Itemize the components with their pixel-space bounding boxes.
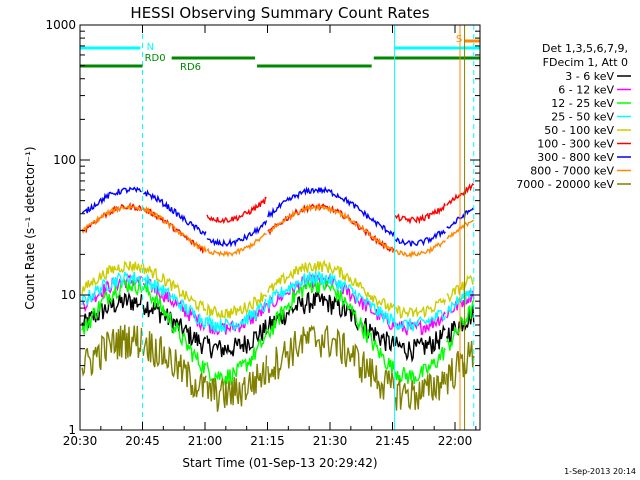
series-line-8	[81, 324, 143, 378]
plot-frame	[79, 24, 481, 431]
series-line-1	[394, 311, 446, 336]
legend-entry-label: 25 - 50 keV	[551, 111, 614, 124]
s-label: S	[456, 34, 462, 45]
series-line-3	[267, 269, 395, 326]
y-tick-label: 100	[53, 153, 76, 167]
series-line-8	[394, 371, 447, 411]
series-line-4	[206, 292, 268, 319]
x-axis-ticks: 20:30 20:45 21:00 21:15 21:30 21:45 22:00	[63, 25, 477, 448]
x-tick-label: 20:30	[63, 434, 98, 448]
x-tick-label: 22:00	[438, 434, 473, 448]
series-line-6	[206, 220, 268, 248]
legend-entry-label: 300 - 800 keV	[537, 151, 614, 164]
y-tick-label: 10	[61, 288, 76, 302]
series-line-7	[81, 203, 142, 235]
series-line-2	[142, 283, 207, 374]
series-line-2	[81, 275, 143, 335]
series-line-0	[81, 291, 143, 330]
series-line-0	[206, 319, 268, 359]
chart-title: HESSI Observing Summary Count Rates	[130, 4, 429, 22]
series-line-6	[267, 185, 395, 238]
n-label: N	[147, 42, 154, 53]
legend-header-line-1: Det 1,3,5,6,7,9,	[542, 42, 628, 55]
series-line-4	[394, 297, 447, 319]
series-line-8	[267, 324, 395, 400]
rd6-label: RD6	[180, 62, 201, 73]
series-line-7	[142, 205, 207, 254]
series-line-7	[394, 240, 446, 259]
legend-entry-label: 6 - 12 keV	[558, 84, 614, 97]
series-line-2	[394, 346, 446, 385]
series-line-7	[267, 203, 395, 253]
legend-entry-label: 800 - 7000 keV	[530, 165, 614, 178]
series-line-3	[81, 271, 142, 307]
series-line-3	[206, 298, 267, 334]
x-tick-label: 21:45	[375, 434, 410, 448]
legend-entry-label: 100 - 300 keV	[537, 138, 614, 151]
legend-entry-label: 7000 - 20000 keV	[516, 178, 614, 191]
series-line-6	[81, 186, 142, 214]
series-line-6	[394, 229, 446, 247]
series-line-0	[394, 324, 446, 363]
series-line-8	[142, 331, 207, 399]
x-tick-label: 21:15	[250, 434, 285, 448]
legend-entry-label: 50 - 100 keV	[544, 124, 614, 137]
y-tick-label: 1000	[45, 18, 76, 32]
series-line-8	[206, 355, 268, 412]
series-line-3	[394, 309, 447, 332]
y-axis-ticks: 1 10 100 1000	[45, 18, 480, 437]
y-axis-label: Count Rate (s⁻¹ detector⁻¹)	[23, 146, 37, 309]
series-line-2	[206, 328, 268, 387]
series-line-5	[206, 196, 267, 225]
series-layer	[81, 182, 475, 412]
timestamp: 1-Sep-2013 20:14	[564, 467, 636, 476]
rd0-label: RD0	[145, 53, 166, 64]
x-tick-label: 21:00	[188, 434, 223, 448]
series-line-3	[142, 273, 207, 329]
series-line-2	[267, 275, 395, 376]
series-line-0	[267, 291, 395, 352]
legend-entry-label: 3 - 6 keV	[565, 70, 614, 83]
series-line-4	[81, 260, 143, 295]
y-tick-label: 1	[68, 423, 76, 437]
legend-entry-label: 12 - 25 keV	[551, 97, 614, 110]
series-line-7	[206, 232, 267, 258]
x-tick-label: 21:30	[313, 434, 348, 448]
x-axis-label: Start Time (01-Sep-13 20:29:42)	[182, 456, 377, 470]
series-line-4	[267, 259, 395, 313]
x-tick-label: 20:45	[125, 434, 160, 448]
series-line-6	[143, 189, 207, 237]
legend-header-line-2: FDecim 1, Att 0	[543, 56, 628, 69]
series-line-4	[142, 263, 207, 313]
series-line-5	[394, 202, 446, 225]
